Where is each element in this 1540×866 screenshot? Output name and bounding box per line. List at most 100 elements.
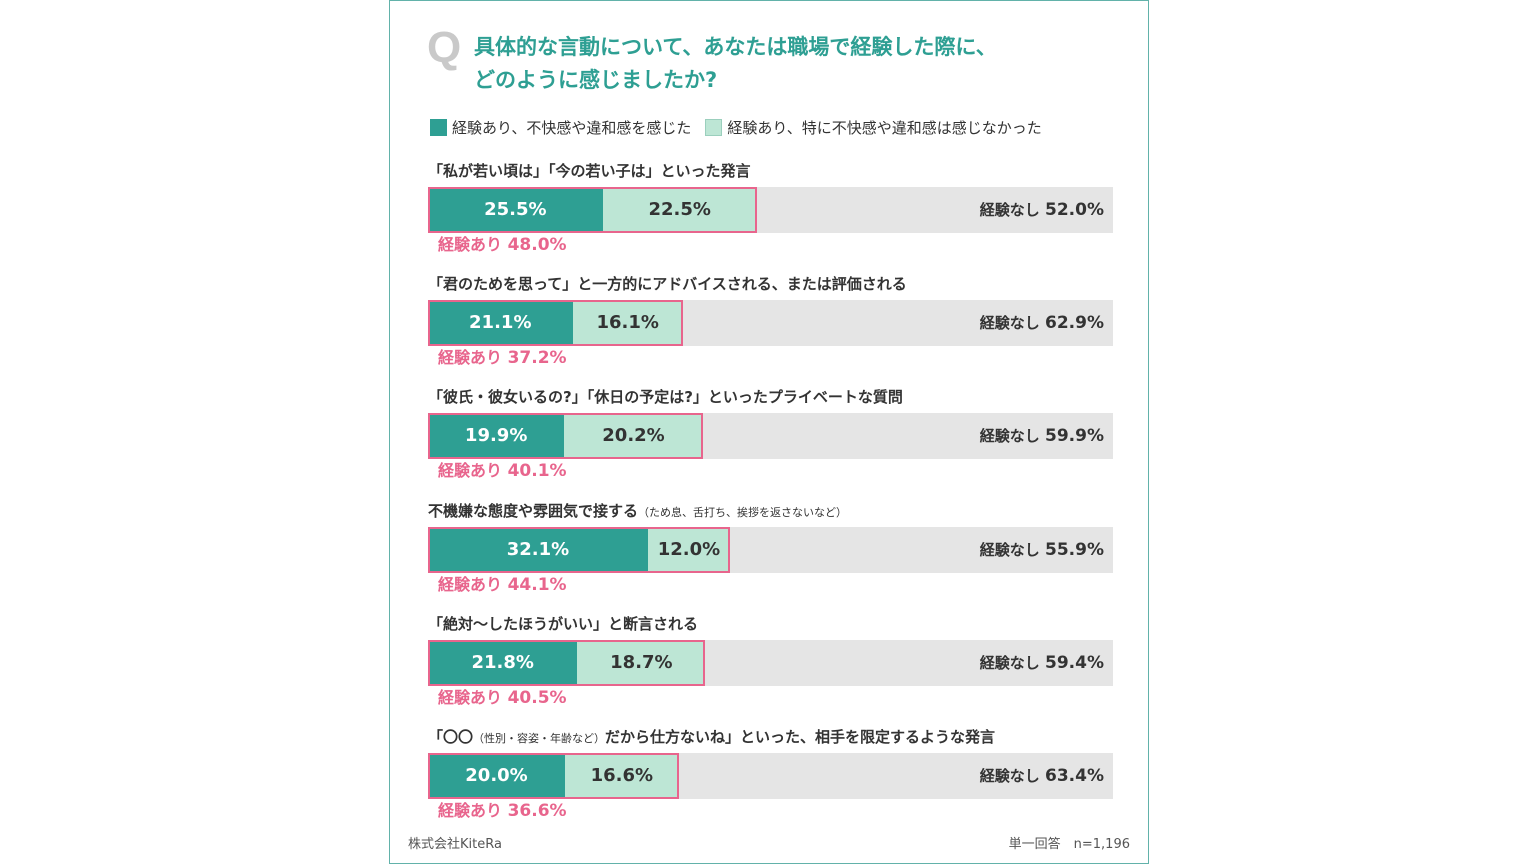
experienced-total-value: 36.6% bbox=[507, 801, 567, 821]
bar-experienced-outline bbox=[428, 640, 706, 686]
experienced-total-value: 40.1% bbox=[507, 461, 567, 481]
experienced-total-label: 経験あり 48.0% bbox=[438, 235, 567, 255]
category-label-main: 「彼氏・彼女いるの?」「休日の予定は?」といったプライベートな質問 bbox=[428, 388, 903, 406]
bar-none-label: 経験なし 52.0% bbox=[980, 187, 1104, 233]
question-title: 具体的な言動について、あなたは職場で経験した際に、 どのように感じましたか? bbox=[474, 31, 1114, 97]
experienced-total-prefix: 経験あり bbox=[438, 688, 508, 707]
bar-not-felt bbox=[647, 527, 731, 573]
bar-none-prefix: 経験なし bbox=[979, 201, 1046, 219]
bar-experienced-outline bbox=[428, 187, 757, 233]
category-label-note: （ため息、舌打ち、挨拶を返さないなど） bbox=[638, 506, 848, 519]
bar-none-prefix: 経験なし bbox=[979, 314, 1046, 332]
bar-not-felt-label: 16.1% bbox=[596, 312, 659, 333]
experienced-total-label: 経験あり 40.1% bbox=[438, 461, 567, 481]
bar-not-felt bbox=[572, 300, 683, 346]
experienced-total-prefix: 経験あり bbox=[438, 801, 508, 820]
bar-none-prefix: 経験なし bbox=[979, 767, 1046, 785]
bar-felt-label: 20.0% bbox=[465, 765, 528, 786]
bar-felt bbox=[428, 300, 573, 346]
bar-experienced-outline bbox=[428, 300, 683, 346]
category-label-main: 不機嫌な態度や雰囲気で接する bbox=[428, 502, 639, 520]
experienced-total-value: 44.1% bbox=[507, 575, 567, 595]
category-label: 「君のためを思って」と一方的にアドバイスされる、または評価される bbox=[428, 274, 907, 294]
bar-not-felt bbox=[577, 640, 706, 686]
experienced-total-value: 48.0% bbox=[507, 235, 567, 255]
bar-none-value: 55.9% bbox=[1045, 540, 1104, 560]
question-title-line1: 具体的な言動について、あなたは職場で経験した際に、 bbox=[474, 35, 997, 59]
bar-not-felt bbox=[602, 187, 757, 233]
bar-none-prefix: 経験なし bbox=[979, 541, 1046, 559]
bar-none-value: 62.9% bbox=[1045, 313, 1104, 333]
bar-felt-label: 19.9% bbox=[464, 425, 528, 446]
legend: 経験あり、不快感や違和感を感じた 経験あり、特に不快感や違和感は感じなかった bbox=[430, 115, 1056, 139]
category-label: 「私が若い頃は」「今の若い子は」といった発言 bbox=[428, 161, 751, 181]
bar-not-felt-label: 16.6% bbox=[590, 765, 654, 786]
legend-item-felt: 経験あり、不快感や違和感を感じた bbox=[430, 117, 691, 138]
bar-experienced-outline bbox=[428, 527, 731, 573]
experienced-total-label: 経験あり 36.6% bbox=[438, 801, 567, 821]
bar-experienced-outline bbox=[428, 753, 679, 799]
sample-size: 単一回答 n=1,196 bbox=[1008, 837, 1130, 852]
bar-felt bbox=[428, 640, 578, 686]
category-label-main: 「私が若い頃は」「今の若い子は」といった発言 bbox=[428, 162, 751, 180]
bar-felt bbox=[428, 187, 603, 233]
category-label: 不機嫌な態度や雰囲気で接する（ため息、舌打ち、挨拶を返さないなど） bbox=[428, 501, 847, 523]
legend-item-not-felt: 経験あり、特に不快感や違和感は感じなかった bbox=[705, 117, 1042, 138]
bar-track: 20.0% 16.6% 経験なし 63.4% bbox=[428, 753, 1113, 799]
category-label-main: 「絶対〜したほうがいい」と断言される bbox=[428, 615, 699, 633]
bar-felt bbox=[428, 413, 565, 459]
q-mark: Q bbox=[427, 23, 462, 72]
legend-swatch-felt bbox=[430, 118, 447, 136]
bar-track: 21.8% 18.7% 経験なし 59.4% bbox=[428, 640, 1113, 686]
bar-none-label: 経験なし 59.9% bbox=[980, 413, 1104, 459]
chart-card: Q 具体的な言動について、あなたは職場で経験した際に、 どのように感じましたか?… bbox=[389, 0, 1149, 864]
experienced-total-label: 経験あり 37.2% bbox=[438, 348, 567, 368]
legend-label-felt: 経験あり、不快感や違和感を感じた bbox=[452, 118, 692, 137]
bar-none-value: 63.4% bbox=[1045, 766, 1104, 786]
bar-felt bbox=[428, 753, 565, 799]
bar-not-felt-label: 18.7% bbox=[610, 652, 673, 673]
bar-none-label: 経験なし 55.9% bbox=[980, 527, 1104, 573]
category-label-main-cont: だから仕方ないね」といった、相手を限定するような発言 bbox=[605, 728, 996, 746]
category-label-main: 「君のためを思って」と一方的にアドバイスされる、または評価される bbox=[428, 275, 907, 293]
bar-not-felt-label: 12.0% bbox=[657, 539, 721, 560]
bar-felt bbox=[428, 527, 648, 573]
bar-none-prefix: 経験なし bbox=[979, 654, 1046, 672]
bar-experienced-outline bbox=[428, 413, 703, 459]
category-label-note: （性別・容姿・年齢など） bbox=[473, 732, 606, 745]
category-label: 「絶対〜したほうがいい」と断言される bbox=[428, 614, 698, 634]
bar-none-label: 経験なし 62.9% bbox=[980, 300, 1104, 346]
category-label-main: 「〇〇 bbox=[428, 728, 474, 746]
bar-none-label: 経験なし 59.4% bbox=[980, 640, 1104, 686]
bar-none-value: 59.4% bbox=[1045, 653, 1104, 673]
bar-none-prefix: 経験なし bbox=[979, 427, 1046, 445]
bar-not-felt-label: 20.2% bbox=[602, 425, 665, 446]
bar-none-value: 52.0% bbox=[1045, 200, 1104, 220]
experienced-total-label: 経験あり 44.1% bbox=[438, 575, 567, 595]
experienced-total-prefix: 経験あり bbox=[438, 235, 508, 254]
bar-track: 25.5% 22.5% 経験なし 52.0% bbox=[428, 187, 1113, 233]
experienced-total-value: 40.5% bbox=[507, 688, 567, 708]
experienced-total-value: 37.2% bbox=[507, 348, 567, 368]
legend-swatch-not-felt bbox=[705, 118, 723, 136]
bar-not-felt bbox=[564, 413, 703, 459]
bar-felt-label: 21.1% bbox=[469, 312, 532, 333]
experienced-total-prefix: 経験あり bbox=[438, 348, 508, 367]
experienced-total-label: 経験あり 40.5% bbox=[438, 688, 567, 708]
bar-felt-label: 21.8% bbox=[471, 652, 534, 673]
experienced-total-prefix: 経験あり bbox=[438, 461, 508, 480]
bar-none-value: 59.9% bbox=[1045, 426, 1104, 446]
source-credit: 株式会社KiteRa bbox=[408, 837, 502, 852]
bar-none-label: 経験なし 63.4% bbox=[980, 753, 1104, 799]
bar-track: 19.9% 20.2% 経験なし 59.9% bbox=[428, 413, 1113, 459]
category-label: 「彼氏・彼女いるの?」「休日の予定は?」といったプライベートな質問 bbox=[428, 387, 903, 407]
bar-track: 21.1% 16.1% 経験なし 62.9% bbox=[428, 300, 1113, 346]
bar-felt-label: 25.5% bbox=[484, 199, 547, 220]
bar-track: 32.1% 12.0% 経験なし 55.9% bbox=[428, 527, 1113, 573]
question-title-line2: どのように感じましたか? bbox=[474, 68, 718, 92]
experienced-total-prefix: 経験あり bbox=[438, 575, 508, 594]
legend-label-not-felt: 経験あり、特に不快感や違和感は感じなかった bbox=[727, 118, 1042, 137]
bar-not-felt-label: 22.5% bbox=[648, 199, 711, 220]
bar-not-felt bbox=[565, 753, 679, 799]
bar-felt-label: 32.1% bbox=[506, 539, 570, 560]
